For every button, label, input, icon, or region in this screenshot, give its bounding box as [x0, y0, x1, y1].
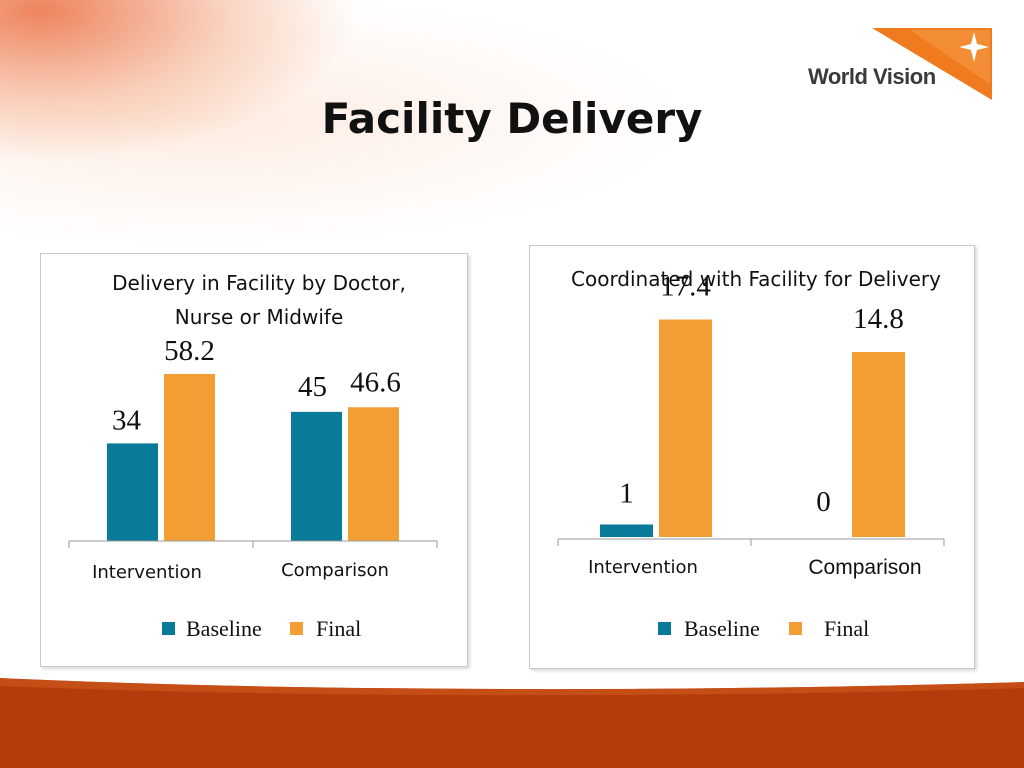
chart-2-legend-label: Baseline [684, 616, 760, 641]
chart-1-legend-label: Final [316, 616, 361, 641]
chart-panel-2: Coordinated with Facility for Delivery 1… [529, 245, 975, 669]
chart-1-bar-final-intervention [164, 373, 215, 541]
chart-2-value-label: 0 [816, 486, 831, 518]
chart-1-svg: Delivery in Facility by Doctor, Nurse or… [68, 271, 438, 641]
chart-2-legend-label: Final [824, 616, 869, 641]
chart-2-legend-swatch-final [789, 622, 802, 635]
chart-1-category-label: Intervention [92, 562, 202, 583]
chart-2-category-label: Comparison [808, 556, 921, 579]
chart-2-value-label: 17.4 [660, 271, 711, 303]
chart-1-value-label: 45 [298, 371, 327, 403]
chart-2-bar-final-comparison [852, 352, 905, 537]
chart-1-bar-baseline-comparison [291, 411, 342, 541]
chart-2-legend-swatch-baseline [658, 622, 671, 635]
header-background [0, 0, 1024, 260]
chart-2-value-label: 14.8 [853, 303, 904, 335]
page-title: Facility Delivery [321, 94, 703, 143]
chart-1-value-label: 58.2 [164, 335, 215, 367]
world-vision-logo-icon [872, 28, 992, 100]
chart-1-title-line-2: Nurse or Midwife [175, 305, 344, 329]
footer-band [0, 678, 1024, 768]
chart-2-bar-final-intervention [659, 319, 712, 537]
chart-2-bar-baseline-intervention [600, 524, 653, 537]
chart-1-title-line-1: Delivery in Facility by Doctor, [112, 271, 406, 295]
chart-1-bar-final-comparison [348, 407, 399, 541]
chart-1-value-label: 46.6 [350, 366, 401, 398]
chart-2-category-label: Intervention [588, 557, 698, 578]
chart-1-legend-swatch-final [290, 622, 303, 635]
chart-panel-1: Delivery in Facility by Doctor, Nurse or… [40, 253, 468, 667]
chart-1-category-label: Comparison [281, 560, 389, 581]
chart-1-value-label: 34 [112, 404, 142, 436]
chart-1-legend-label: Baseline [186, 616, 262, 641]
chart-2-svg: Coordinated with Facility for Delivery 1… [557, 267, 945, 641]
logo-text: World Vision [808, 64, 936, 89]
chart-1-legend-swatch-baseline [162, 622, 175, 635]
chart-2-title: Coordinated with Facility for Delivery [571, 267, 941, 291]
chart-1-bar-baseline-intervention [107, 443, 158, 541]
chart-2-value-label: 1 [619, 478, 634, 510]
